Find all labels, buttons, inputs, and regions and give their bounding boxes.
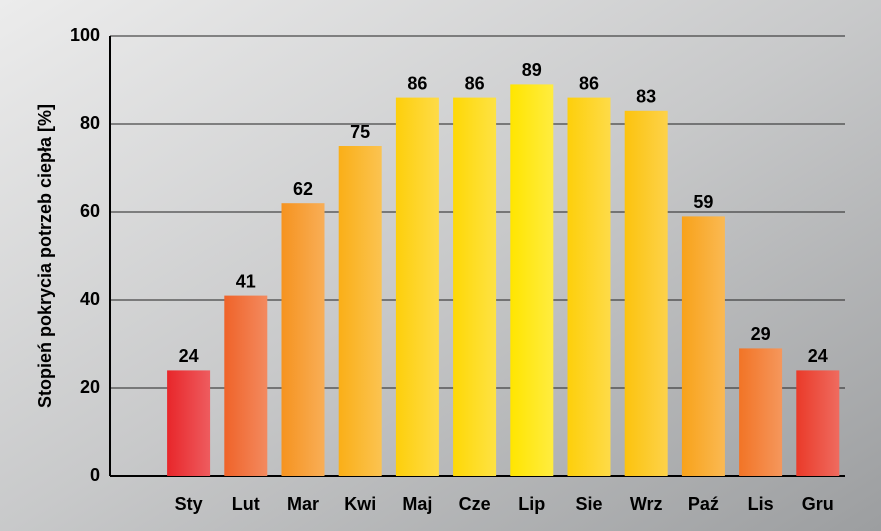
y-tick-label: 60 <box>80 201 100 221</box>
bar <box>338 146 382 476</box>
bar <box>681 216 725 476</box>
value-label: 86 <box>579 73 599 93</box>
bar <box>567 97 611 476</box>
value-label: 29 <box>751 324 771 344</box>
bar <box>510 84 554 477</box>
bar <box>224 295 268 476</box>
bar <box>395 97 439 476</box>
bar <box>624 110 668 477</box>
bar <box>739 348 783 476</box>
x-tick-label: Sie <box>575 494 602 514</box>
value-label: 59 <box>693 192 713 212</box>
x-tick-label: Gru <box>802 494 834 514</box>
bar <box>453 97 497 476</box>
x-tick-label: Kwi <box>344 494 376 514</box>
y-tick-label: 20 <box>80 377 100 397</box>
x-tick-label: Lis <box>748 494 774 514</box>
y-tick-label: 40 <box>80 289 100 309</box>
value-label: 86 <box>465 73 485 93</box>
y-tick-label: 80 <box>80 113 100 133</box>
y-axis-label: Stopień pokrycia potrzeb ciepła [%] <box>35 104 55 408</box>
value-label: 89 <box>522 60 542 80</box>
value-label: 41 <box>236 271 256 291</box>
value-label: 62 <box>293 179 313 199</box>
value-label: 75 <box>350 122 370 142</box>
x-tick-label: Lip <box>518 494 545 514</box>
x-tick-label: Cze <box>459 494 491 514</box>
x-tick-label: Paź <box>688 494 719 514</box>
x-tick-label: Lut <box>232 494 260 514</box>
x-tick-label: Mar <box>287 494 319 514</box>
x-tick-label: Sty <box>175 494 203 514</box>
value-label: 24 <box>179 346 199 366</box>
x-tick-label: Wrz <box>630 494 663 514</box>
x-tick-label: Maj <box>402 494 432 514</box>
bar <box>167 370 211 476</box>
y-tick-label: 100 <box>70 25 100 45</box>
value-label: 24 <box>808 346 828 366</box>
y-tick-label: 0 <box>90 465 100 485</box>
bar <box>281 203 325 476</box>
bar <box>796 370 840 476</box>
value-label: 83 <box>636 87 656 107</box>
value-label: 86 <box>407 73 427 93</box>
